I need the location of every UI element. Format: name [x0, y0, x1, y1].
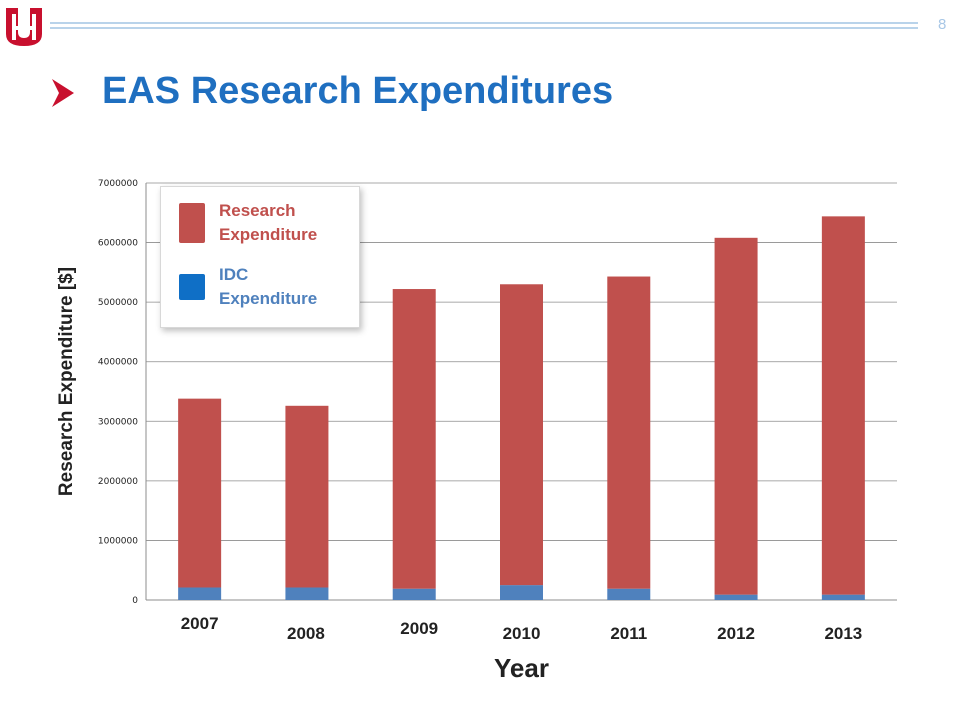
- y-tick-label-6: 6000000: [98, 239, 138, 249]
- bar-idc-2007: [178, 587, 222, 600]
- y-tick-label-2: 2000000: [98, 477, 138, 487]
- bar-idc-2009: [392, 588, 436, 600]
- bar-idc-2013: [821, 594, 865, 600]
- bar-research-2011: [607, 276, 651, 589]
- bar-research-2008: [285, 405, 329, 588]
- x-tick-label-2011: 2011: [610, 624, 647, 643]
- uh-logo-icon: [6, 8, 42, 46]
- x-tick-label-2009: 2009: [400, 619, 438, 638]
- legend-item-idc: IDC Expenditure: [179, 263, 349, 311]
- legend-swatch-research: [179, 203, 205, 243]
- bar-research-2012: [714, 237, 758, 595]
- y-tick-label-4: 4000000: [98, 358, 138, 368]
- x-tick-label-2007: 2007: [181, 614, 219, 633]
- x-tick-label-2008: 2008: [287, 624, 325, 643]
- header-divider: [50, 22, 918, 32]
- x-tick-label-2012: 2012: [717, 624, 755, 643]
- y-tick-label-0: 0: [132, 596, 138, 606]
- legend-label-research: Research Expenditure: [219, 201, 318, 244]
- bar-research-2013: [821, 216, 865, 595]
- bar-idc-2011: [607, 588, 651, 600]
- arrow-bullet-icon: [52, 79, 74, 107]
- x-tick-label-2013: 2013: [824, 624, 862, 643]
- y-axis-title: Research Expenditure [$]: [56, 267, 77, 496]
- page-number: 8: [938, 16, 947, 33]
- bar-research-2007: [178, 398, 222, 588]
- bar-research-2010: [500, 284, 543, 586]
- legend-label-idc: IDC Expenditure: [219, 265, 318, 308]
- bar-idc-2012: [714, 594, 758, 600]
- legend-item-research: Research Expenditure: [179, 199, 349, 247]
- x-axis-title: Year: [494, 653, 549, 683]
- x-tick-label-2010: 2010: [503, 624, 541, 643]
- bar-idc-2008: [285, 587, 329, 600]
- y-tick-label-7: 7000000: [98, 179, 138, 189]
- chart-legend: Research Expenditure IDC Expenditure: [160, 186, 360, 328]
- page-title: EAS Research Expenditures: [102, 70, 614, 112]
- y-tick-label-5: 5000000: [98, 298, 138, 308]
- y-tick-label-1: 1000000: [98, 536, 138, 546]
- y-tick-label-3: 3000000: [98, 417, 138, 427]
- bar-research-2009: [392, 289, 436, 589]
- bar-idc-2010: [500, 585, 543, 600]
- legend-swatch-idc: [179, 274, 205, 300]
